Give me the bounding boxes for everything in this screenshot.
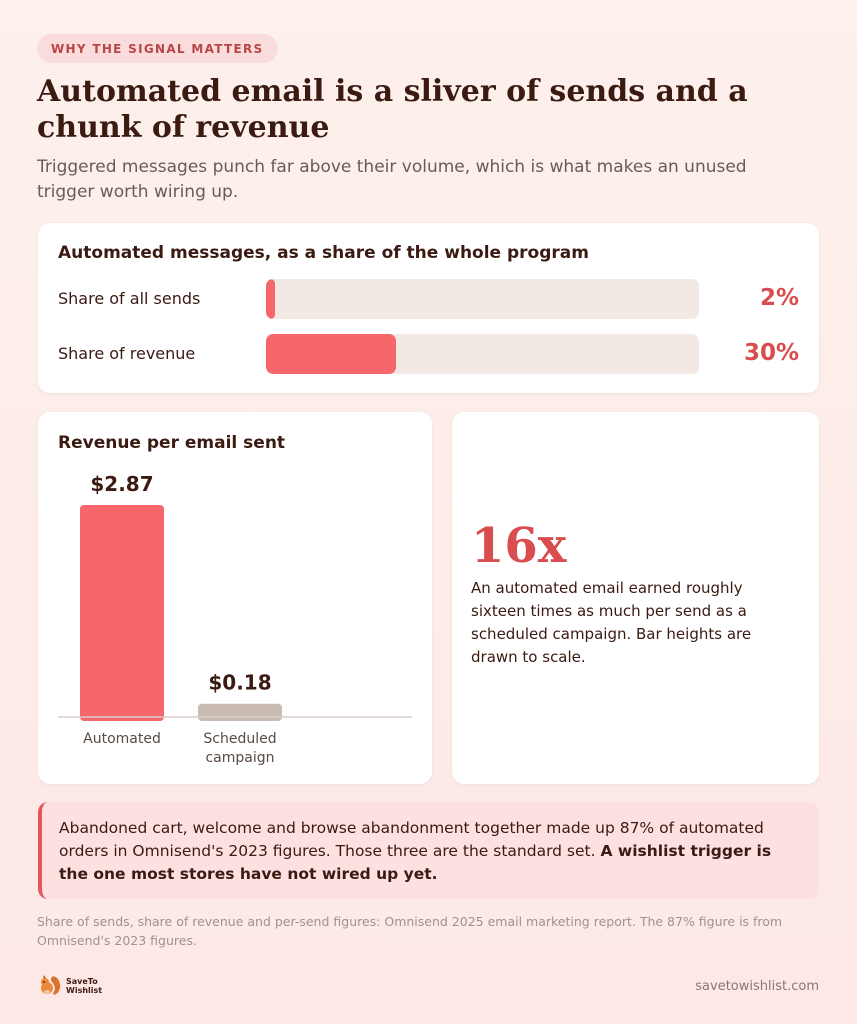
page-title: Automated email is a sliver of sends and…: [37, 74, 748, 145]
share-card: Automated messages, as a share of the wh…: [38, 223, 819, 393]
multiplier-value: 16x: [471, 518, 567, 574]
rpe-category-label: Automated: [83, 731, 161, 747]
multiplier-explanation: An automated email earned roughly sixtee…: [471, 579, 752, 666]
revenue-per-email-chart: $2.87 Automated $0.18 Scheduled campaign: [58, 472, 412, 766]
squirrel-icon: [41, 975, 61, 995]
share-bar-track: [266, 279, 699, 319]
share-card-title: Automated messages, as a share of the wh…: [58, 243, 589, 263]
share-row: Share of revenue 30%: [58, 334, 803, 374]
rpe-bar: [80, 505, 164, 721]
share-bar-label: Share of all sends: [58, 289, 201, 308]
callout-text: Abandoned cart, welcome and browse aband…: [59, 819, 764, 860]
rpe-value-label: $0.18: [208, 671, 271, 695]
callout: Abandoned cart, welcome and browse aband…: [38, 802, 819, 899]
share-bar-value: 2%: [759, 285, 799, 311]
revenue-per-email-card: Revenue per email sent $2.87 Automated $0.…: [38, 412, 432, 784]
share-bar-label: Share of revenue: [58, 344, 196, 363]
site-url: savetowishlist.com: [695, 979, 819, 994]
rpe-value-label: $2.87: [90, 472, 153, 496]
callout-emphasis: A wishlist trigger is the one most store…: [59, 842, 772, 883]
logo-line-1: SaveTo: [66, 977, 98, 986]
share-bar-value: 30%: [743, 340, 799, 366]
rpe-category-label: Scheduled: [203, 731, 276, 747]
rpe-category-label: campaign: [205, 750, 274, 766]
source-note: Share of sends, share of revenue and per…: [37, 914, 783, 948]
share-bar-fill: [266, 334, 396, 374]
page-subtitle: Triggered messages punch far above their…: [37, 157, 747, 202]
rpe-bar: [198, 703, 282, 721]
share-bar-track: [266, 334, 699, 374]
share-bar-fill: [266, 279, 275, 319]
brand-logo: SaveTo Wishlist: [37, 973, 102, 999]
section-tag: WHY THE SIGNAL MATTERS: [37, 34, 278, 63]
logo-line-2: Wishlist: [66, 986, 103, 995]
share-row: Share of all sends 2%: [58, 279, 803, 319]
rpe-card-title: Revenue per email sent: [58, 433, 286, 453]
multiplier-card: 16x An automated email earned roughly si…: [452, 412, 819, 784]
